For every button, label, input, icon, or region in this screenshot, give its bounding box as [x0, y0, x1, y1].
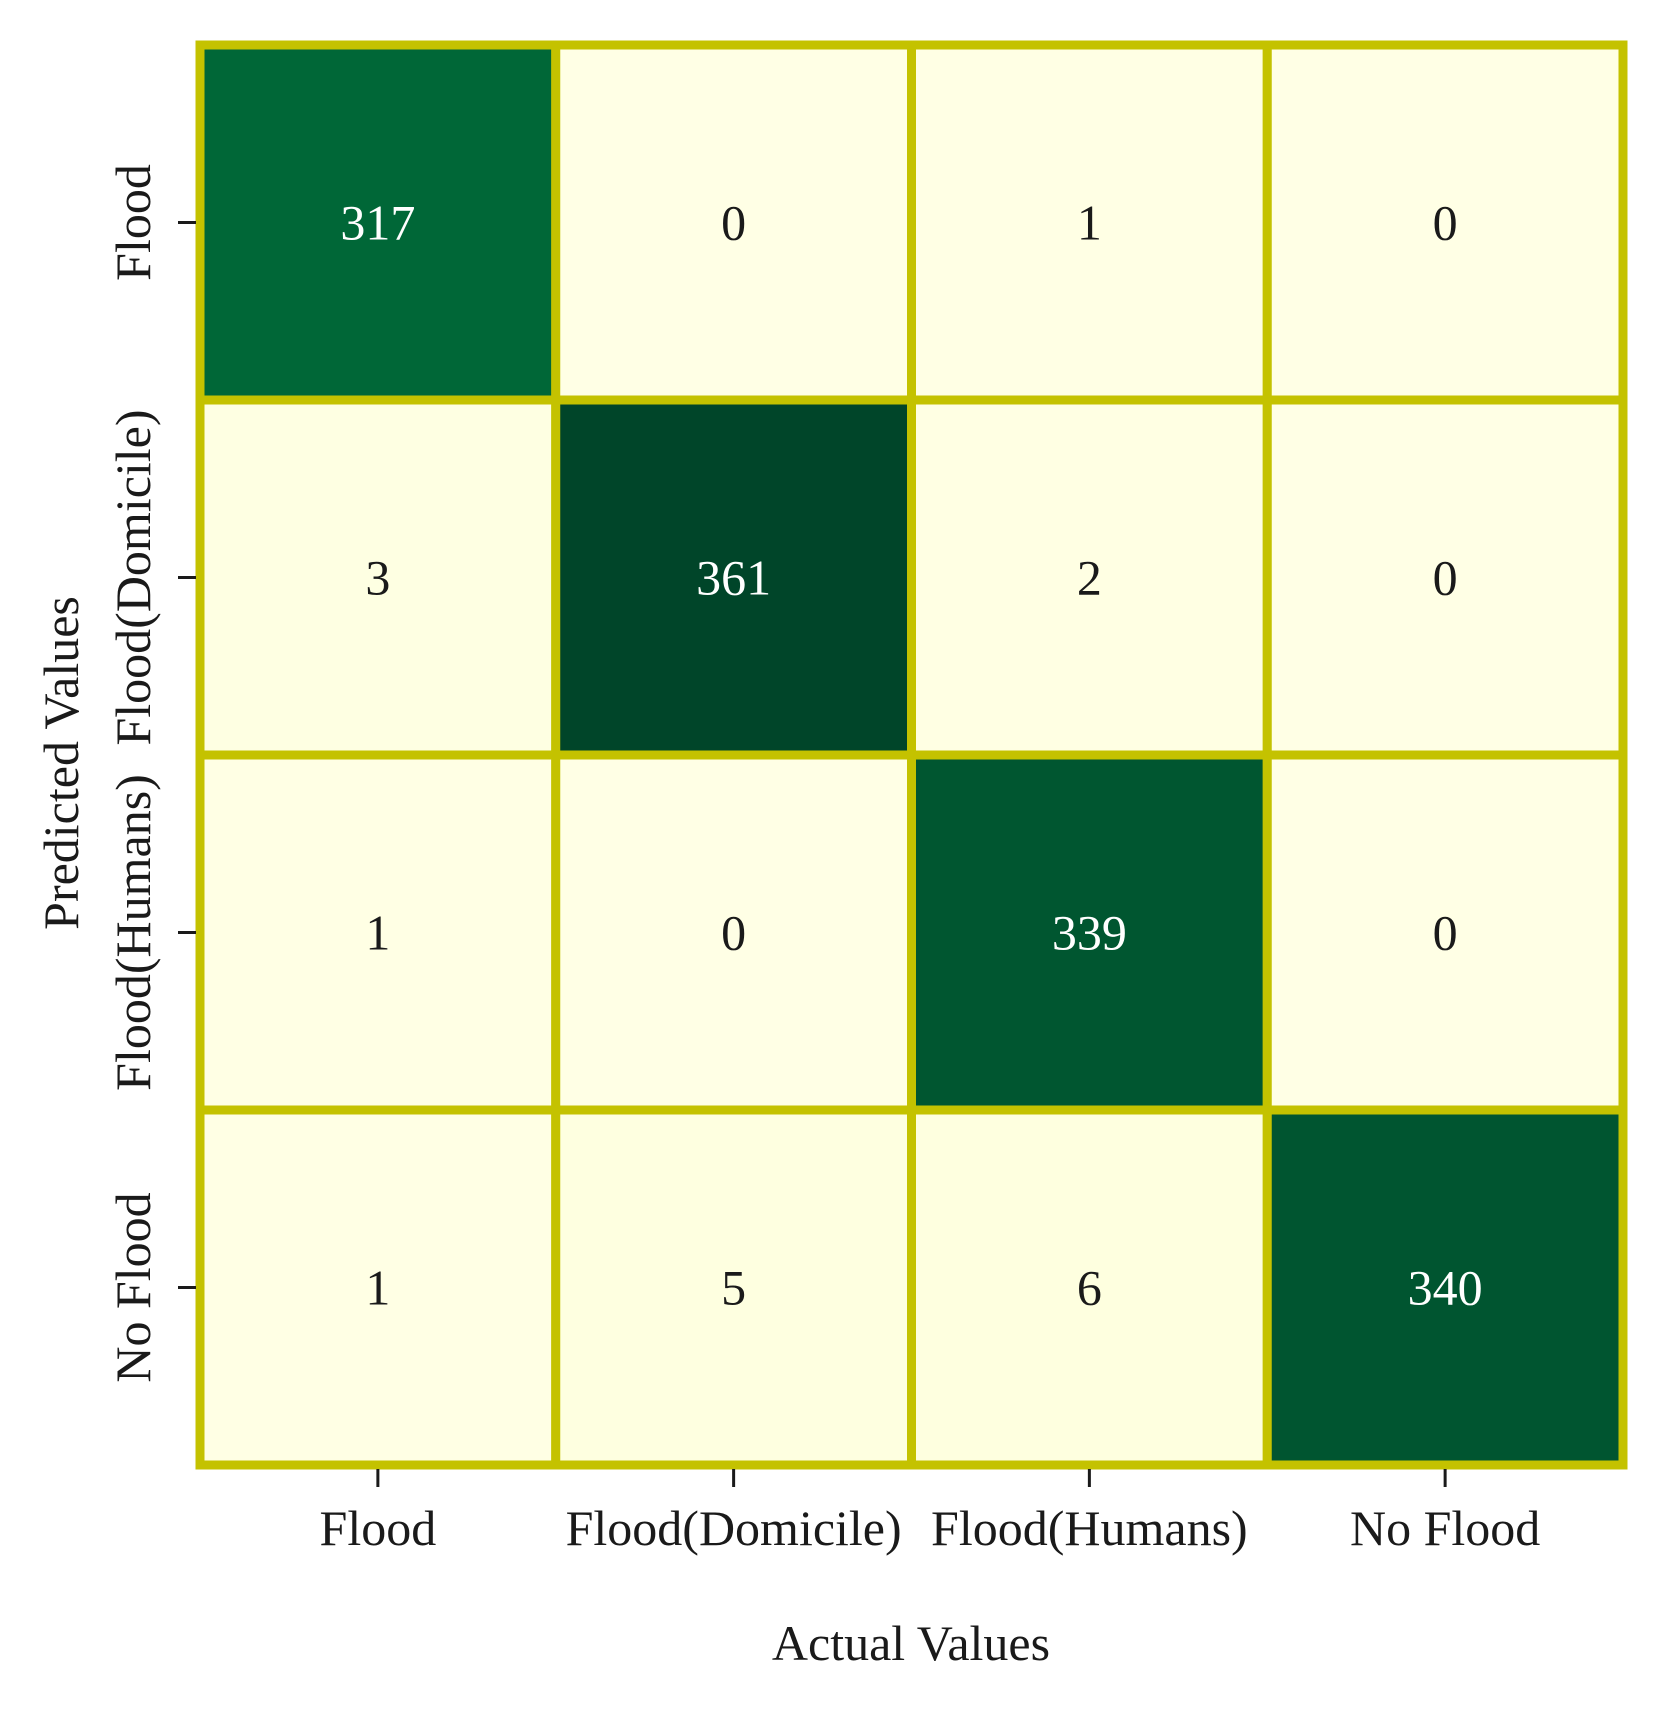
cell-value-label: 339	[1052, 905, 1127, 961]
heatmap-cell	[1262, 40, 1628, 405]
y-axis-label: Predicted Values	[33, 596, 89, 930]
cell-value-label: 0	[721, 195, 746, 251]
heatmap-cell	[1262, 750, 1628, 1115]
y-tick-label: Flood(Humans)	[105, 774, 161, 1091]
cell-value-label: 6	[1077, 1260, 1102, 1316]
x-tick-label: Flood	[320, 1500, 437, 1556]
cell-value-label: 340	[1408, 1260, 1483, 1316]
heatmap-cell	[551, 395, 916, 760]
x-tick-label: Flood(Humans)	[931, 1500, 1248, 1556]
y-tick-label: Flood(Domicile)	[105, 409, 161, 745]
cell-value-label: 2	[1077, 550, 1102, 606]
x-axis-label: Actual Values	[772, 1615, 1050, 1671]
y-tick-label: No Flood	[105, 1192, 161, 1382]
y-tick-labels: Flood Flood(Domicile) Flood(Humans) No Floo…	[105, 164, 161, 1383]
cell-value-label: 5	[721, 1260, 746, 1316]
cell-value-label: 3	[365, 550, 390, 606]
cell-value-label: 1	[365, 905, 390, 961]
heatmap-cells: 317 0 1 0 3 361 2 0 1 0 339 0 1 5 6 340	[195, 40, 1628, 1470]
axis-ticks	[178, 221, 1447, 1487]
y-tick-label: Flood	[105, 164, 161, 281]
heatmap-cell	[195, 1105, 561, 1470]
cell-value-label: 0	[1433, 195, 1458, 251]
heatmap-cell	[195, 40, 561, 405]
heatmap-cell	[1262, 395, 1628, 760]
heatmap-cell	[551, 1105, 916, 1470]
cell-value-label: 0	[1433, 550, 1458, 606]
cell-value-label: 361	[696, 550, 771, 606]
cell-value-label: 0	[1433, 905, 1458, 961]
x-tick-label: No Flood	[1350, 1500, 1540, 1556]
x-tick-labels: Flood Flood(Domicile) Flood(Humans) No Floo…	[320, 1500, 1541, 1556]
cell-value-label: 1	[365, 1260, 390, 1316]
heatmap-cell	[551, 40, 916, 405]
cell-value-label: 1	[1077, 195, 1102, 251]
heatmap-cell	[551, 750, 916, 1115]
x-tick-label: Flood(Domicile)	[566, 1500, 902, 1556]
heatmap-cell	[1262, 1105, 1628, 1470]
cell-value-label: 317	[340, 195, 415, 251]
cell-value-label: 0	[721, 905, 746, 961]
